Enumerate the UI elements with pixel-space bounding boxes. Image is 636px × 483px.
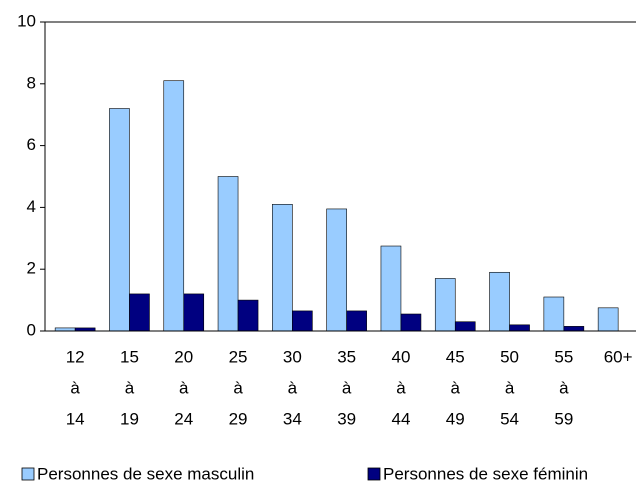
bar [109, 108, 130, 332]
x-tick-label: 15 [120, 347, 139, 366]
bar [434, 278, 456, 332]
x-tick-label: à [342, 378, 352, 397]
x-tick-label: 49 [446, 409, 465, 428]
x-tick-label: à [233, 378, 243, 397]
bar [183, 293, 205, 332]
x-tick-label: 35 [337, 347, 356, 366]
x-tick-label: 55 [554, 347, 573, 366]
bar [237, 299, 259, 332]
x-tick-label: à [179, 378, 189, 397]
x-tick-label: 54 [500, 409, 519, 428]
x-tick-label: 40 [391, 347, 410, 366]
y-tick-label: 2 [27, 259, 36, 278]
legend-label: Personnes de sexe féminin [383, 464, 588, 483]
bar [489, 271, 510, 332]
bar [346, 310, 367, 332]
bar [326, 208, 347, 332]
x-tick-label: à [288, 378, 298, 397]
x-tick-label: à [70, 378, 80, 397]
x-tick-label: 60+ [604, 347, 633, 366]
x-tick-label: à [451, 378, 461, 397]
x-tick-label: 39 [337, 409, 356, 428]
x-tick-label: 12 [66, 347, 85, 366]
x-tick-label: à [559, 378, 569, 397]
bar [272, 204, 293, 332]
y-tick-label: 10 [17, 11, 36, 30]
x-tick-label: 19 [120, 409, 139, 428]
x-tick-label: 24 [174, 409, 193, 428]
legend-swatch [21, 467, 35, 481]
bar [217, 176, 239, 332]
x-tick-label: à [505, 378, 515, 397]
bar [292, 310, 313, 332]
x-tick-label: à [125, 378, 135, 397]
x-tick-label: 50 [500, 347, 519, 366]
bar [129, 293, 150, 332]
bar [163, 80, 185, 332]
bar [380, 245, 402, 332]
x-tick-label: 30 [283, 347, 302, 366]
bar [543, 296, 565, 332]
x-tick-label: 20 [174, 347, 193, 366]
x-tick-label: 34 [283, 409, 302, 428]
y-tick-label: 6 [27, 135, 36, 154]
bar [454, 321, 476, 332]
bar [563, 326, 585, 332]
legend-label: Personnes de sexe masculin [37, 464, 254, 483]
bar [597, 307, 619, 332]
x-tick-label: 14 [66, 409, 85, 428]
x-tick-label: 59 [554, 409, 573, 428]
y-tick-label: 0 [27, 320, 36, 339]
y-tick-label: 8 [27, 73, 36, 92]
x-tick-label: 29 [229, 409, 248, 428]
y-tick-label: 4 [27, 197, 36, 216]
bar [400, 313, 422, 332]
x-tick-label: 45 [446, 347, 465, 366]
legend-swatch [367, 467, 381, 481]
x-tick-label: à [396, 378, 406, 397]
x-tick-label: 44 [391, 409, 410, 428]
x-tick-label: 25 [229, 347, 248, 366]
bar [509, 324, 530, 332]
